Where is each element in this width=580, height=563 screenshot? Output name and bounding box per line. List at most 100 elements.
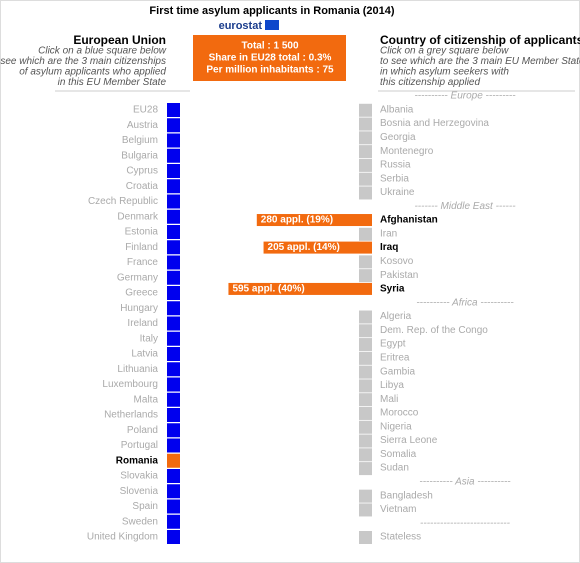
country-square[interactable] (167, 255, 180, 270)
country-square[interactable] (359, 434, 372, 448)
country-square[interactable] (359, 186, 372, 200)
country-square[interactable] (167, 408, 180, 422)
country-square[interactable] (167, 118, 180, 133)
country-square[interactable] (359, 310, 372, 324)
country-square[interactable] (359, 448, 372, 462)
country-square[interactable] (167, 469, 180, 483)
country-square[interactable] (167, 423, 180, 438)
country-label: Syria (380, 284, 405, 295)
country-square[interactable] (167, 316, 180, 331)
instruction: this citizenship applied (380, 77, 480, 88)
country-square[interactable] (167, 148, 180, 163)
country-square[interactable] (167, 499, 180, 514)
country-square[interactable] (359, 103, 372, 117)
logo-text: eurostat (219, 20, 263, 32)
country-square[interactable] (167, 164, 180, 178)
country-label: Bosnia and Herzegovina (380, 118, 489, 129)
summary-line: Per million inhabitants : 75 (206, 65, 334, 76)
country-square[interactable] (359, 131, 372, 145)
summary-line: Share in EU28 total : 0.3% (209, 53, 332, 64)
country-label: Czech Republic (88, 196, 158, 207)
country-square[interactable] (359, 531, 372, 544)
country-square[interactable] (359, 269, 372, 283)
country-label: Denmark (117, 211, 159, 222)
country-label: Sudan (380, 463, 409, 474)
summary-line: Total : 1 500 (241, 41, 298, 52)
country-label: Romania (116, 455, 159, 466)
country-square[interactable] (359, 420, 372, 434)
section-heading: ---------- Europe --------- (414, 91, 516, 102)
country-square[interactable] (167, 301, 180, 316)
country-square[interactable] (359, 379, 372, 393)
country-square[interactable] (359, 393, 372, 407)
country-label: Sierra Leone (380, 435, 438, 446)
country-square[interactable] (359, 462, 372, 476)
country-square[interactable] (167, 453, 180, 468)
country-label: Austria (127, 120, 159, 131)
country-square[interactable] (359, 145, 372, 159)
country-label: Slovenia (120, 486, 159, 497)
country-label: Kosovo (380, 256, 414, 267)
country-label: Netherlands (104, 410, 158, 421)
country-square[interactable] (167, 225, 180, 239)
country-label: Eritrea (380, 352, 410, 363)
country-square[interactable] (167, 347, 180, 361)
country-square[interactable] (167, 484, 180, 499)
country-square[interactable] (359, 227, 372, 241)
country-square[interactable] (167, 103, 180, 117)
country-square[interactable] (167, 438, 180, 453)
instruction: in which asylum seekers with (380, 67, 509, 78)
bar (228, 282, 372, 295)
country-label: Germany (117, 272, 158, 283)
country-label: Montenegro (380, 146, 434, 157)
country-label: Morocco (380, 408, 419, 419)
country-label: Egypt (380, 339, 406, 350)
country-square[interactable] (359, 351, 372, 365)
country-square[interactable] (359, 324, 372, 338)
section-heading: ---------- Africa ---------- (416, 297, 514, 308)
country-label: Georgia (380, 132, 416, 143)
country-label: Gambia (380, 366, 415, 377)
country-square[interactable] (359, 172, 372, 186)
country-label: Portugal (121, 440, 158, 451)
country-square[interactable] (167, 514, 180, 529)
country-square[interactable] (167, 240, 180, 255)
country-square[interactable] (167, 209, 180, 224)
instruction: in this EU Member State (58, 77, 167, 88)
country-square[interactable] (359, 255, 372, 269)
country-square[interactable] (167, 270, 180, 285)
country-square[interactable] (167, 392, 180, 407)
country-square[interactable] (167, 362, 180, 377)
summary-box (193, 35, 346, 81)
country-label: Russia (380, 160, 411, 171)
country-label: Vietnam (380, 504, 417, 515)
bar (256, 214, 372, 227)
country-label: Poland (127, 425, 158, 436)
country-square[interactable] (167, 377, 180, 392)
country-label: Dem. Rep. of the Congo (380, 325, 488, 336)
country-label: Ukraine (380, 187, 415, 198)
title: First time asylum applicants in Romania … (149, 5, 394, 17)
country-square[interactable] (359, 503, 372, 517)
country-label: Bangladesh (380, 490, 433, 501)
bar (263, 241, 372, 254)
country-square[interactable] (359, 158, 372, 172)
country-square[interactable] (359, 117, 372, 131)
country-square[interactable] (167, 194, 180, 209)
country-square[interactable] (359, 365, 372, 379)
country-label: Italy (140, 333, 158, 344)
country-label: Malta (134, 394, 159, 405)
country-square[interactable] (167, 530, 180, 544)
country-square[interactable] (167, 179, 180, 194)
section-heading: ---------- Asia ---------- (419, 477, 511, 488)
country-square[interactable] (359, 338, 372, 352)
country-square[interactable] (167, 331, 180, 346)
country-square[interactable] (359, 489, 372, 503)
country-label: Finland (125, 242, 158, 253)
country-square[interactable] (359, 406, 372, 420)
country-label: Croatia (126, 181, 159, 192)
country-label: EU28 (133, 105, 158, 116)
country-square[interactable] (167, 286, 180, 300)
country-square[interactable] (167, 133, 180, 148)
